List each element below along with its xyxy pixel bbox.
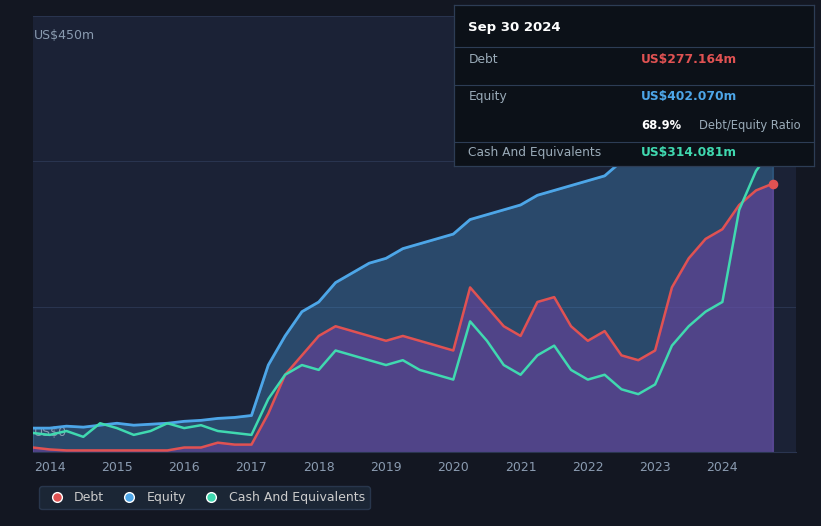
Point [766, 144, 779, 152]
Text: Debt/Equity Ratio: Debt/Equity Ratio [699, 119, 800, 132]
Text: Cash And Equivalents: Cash And Equivalents [469, 146, 602, 159]
Text: Debt: Debt [469, 54, 498, 66]
Text: Sep 30 2024: Sep 30 2024 [469, 21, 561, 34]
Point [766, 58, 779, 67]
Text: US$450m: US$450m [34, 29, 95, 42]
Legend: Debt, Equity, Cash And Equivalents: Debt, Equity, Cash And Equivalents [39, 487, 369, 509]
Text: Equity: Equity [469, 90, 507, 103]
Text: US$0: US$0 [34, 426, 67, 439]
Text: US$402.070m: US$402.070m [641, 90, 737, 103]
Point [766, 179, 779, 188]
Text: 68.9%: 68.9% [641, 119, 681, 132]
Text: US$277.164m: US$277.164m [641, 54, 737, 66]
Text: US$314.081m: US$314.081m [641, 146, 737, 159]
